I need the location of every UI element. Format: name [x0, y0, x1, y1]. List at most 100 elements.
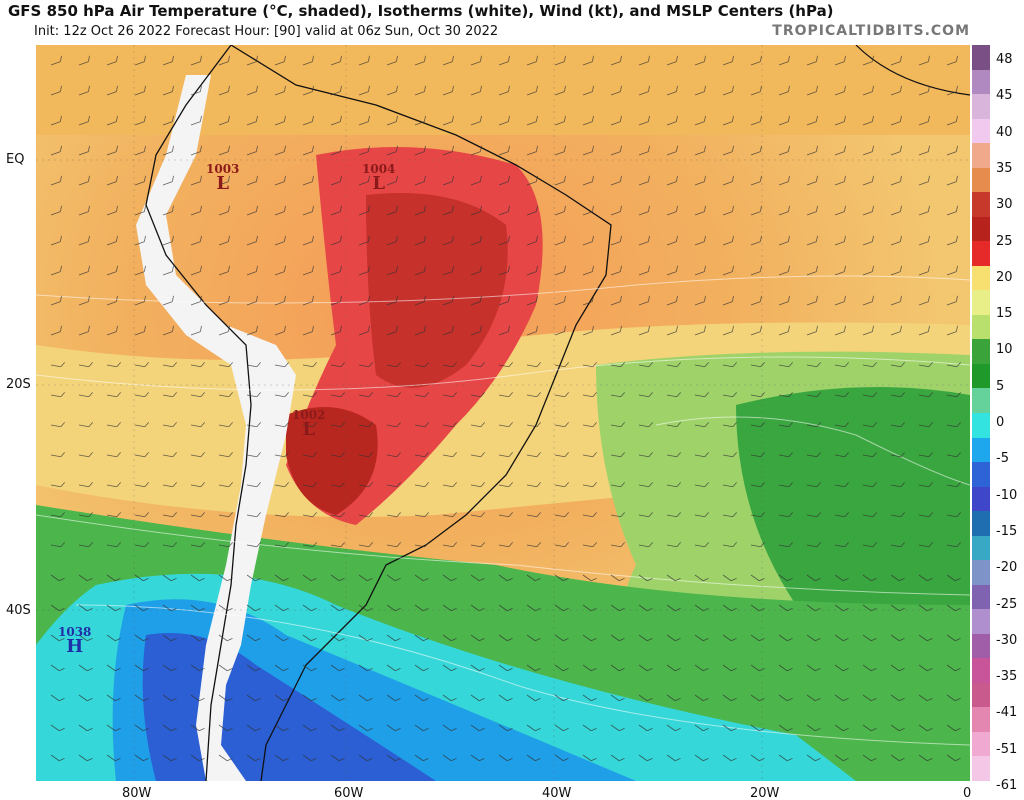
wind-barb [414, 115, 426, 126]
wind-barb [442, 482, 457, 488]
wind-barb [442, 604, 457, 612]
wind-barb [862, 664, 877, 672]
wind-barb [526, 362, 541, 368]
wind-barb [834, 175, 846, 186]
wind-barb [470, 574, 485, 582]
wind-barb [638, 85, 650, 96]
wind-barb [386, 362, 401, 368]
colorbar-segment [972, 192, 990, 218]
wind-barb [890, 265, 902, 276]
wind-barb [722, 295, 734, 306]
wind-barb [134, 115, 146, 126]
wind-barb [526, 85, 538, 96]
wind-barb [162, 325, 174, 336]
hottest-region [366, 193, 508, 388]
wind-barb [722, 392, 737, 398]
wind-barb [50, 362, 65, 368]
wind-barb [386, 235, 398, 246]
wind-barb [778, 512, 793, 518]
wind-barb [190, 265, 202, 276]
wind-barb [50, 115, 62, 126]
wind-barb [246, 362, 261, 368]
wind-barb [862, 574, 877, 582]
wind-barb [750, 362, 765, 368]
wind-barb [834, 55, 846, 66]
wind-barb [358, 512, 373, 518]
wind-barb [470, 754, 485, 762]
wind-barb [610, 55, 622, 66]
wind-barb [778, 754, 793, 762]
wind-barb [190, 754, 205, 762]
wind-barb [414, 392, 429, 398]
wind-barb [414, 265, 426, 276]
wind-barb [218, 664, 233, 672]
wind-barb [498, 175, 510, 186]
wind-barb [190, 392, 205, 398]
wind-barb [722, 542, 737, 548]
wind-barb [722, 325, 734, 336]
wind-barb [946, 694, 961, 702]
wind-barb [190, 634, 205, 642]
wind-barb [330, 724, 345, 732]
wind-barb [862, 325, 874, 336]
colorbar-segment [972, 314, 990, 340]
wind-barb [778, 634, 793, 642]
wind-barb [582, 512, 597, 518]
wind-barb [302, 295, 314, 306]
wind-barb [78, 542, 93, 548]
wind-barb [218, 574, 233, 582]
wind-barb [722, 55, 734, 66]
wind-barb [302, 422, 317, 428]
wind-barb [694, 205, 706, 216]
wind-barb [274, 85, 286, 96]
wind-barb [554, 574, 569, 582]
wind-barb [414, 754, 429, 762]
wind-barb [862, 235, 874, 246]
wind-barb [330, 452, 345, 458]
wind-barb [414, 542, 429, 548]
wind-barb [414, 482, 429, 488]
wind-barb [386, 175, 398, 186]
wind-barb [134, 482, 149, 488]
wind-barb [582, 694, 597, 702]
wind-barb [666, 574, 681, 582]
wind-barb [358, 452, 373, 458]
wind-barb [918, 512, 933, 518]
wind-barb [554, 325, 566, 336]
wind-barb [358, 754, 373, 762]
wind-barb [470, 634, 485, 642]
wind-barb [890, 542, 905, 548]
wind-barb [134, 55, 146, 66]
wind-barb [106, 604, 121, 612]
wind-barb [918, 295, 930, 306]
wind-barb [190, 422, 205, 428]
wind-barb [750, 542, 765, 548]
wind-barb [302, 392, 317, 398]
wind-barb [610, 295, 622, 306]
wind-barb [330, 85, 342, 96]
pressure-value: 1003 [206, 162, 240, 176]
colorbar-segment [972, 339, 990, 365]
wind-barb [330, 175, 342, 186]
wind-barb [554, 145, 566, 156]
wind-barb [694, 542, 709, 548]
colorbar-label: -51 [996, 741, 1018, 757]
wind-barb [470, 55, 482, 66]
wind-barb [498, 295, 510, 306]
wind-barb [638, 362, 653, 368]
wind-barb [750, 482, 765, 488]
wind-barb [218, 325, 230, 336]
wind-barb [302, 175, 314, 186]
wind-barb [638, 295, 650, 306]
wind-barb [246, 482, 261, 488]
wind-barb [666, 542, 681, 548]
wind-barb [890, 85, 902, 96]
wind-barb [806, 574, 821, 582]
wind-barb [946, 55, 958, 66]
wind-barb [498, 55, 510, 66]
colorbar-label: -5 [996, 451, 1009, 467]
wind-barb [162, 664, 177, 672]
wind-barb [78, 694, 93, 702]
wind-barb [50, 634, 65, 642]
wind-barb [386, 422, 401, 428]
